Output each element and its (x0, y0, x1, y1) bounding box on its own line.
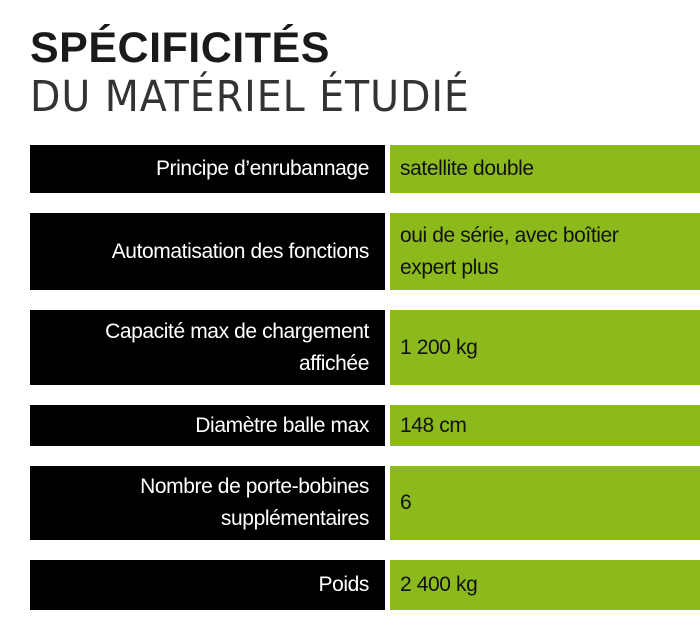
value-text: expert plus (400, 255, 499, 279)
label-text: Automatisation des fonctions (111, 239, 370, 263)
label-text: Capacité max de chargement (105, 319, 369, 343)
value-cell: satellite double (390, 145, 700, 193)
label-text: Nombre de porte-bobines (140, 475, 369, 498)
value-cell: 148 cm (390, 405, 700, 446)
value-cell: 1 200 kg (390, 310, 700, 385)
label-cell: Nombre de porte-bobines supplémentaires (30, 466, 385, 540)
value-text: 2 400 kg (400, 573, 478, 596)
value-text: oui de série, avec boîtier (400, 223, 619, 247)
label-text: Principe d’enrubannage (155, 157, 369, 180)
subtitle: DU MATÉRIEL ÉTUDIÉ (30, 72, 470, 122)
value-text: 148 cm (400, 413, 467, 437)
label-cell: Principe d’enrubannage (30, 145, 385, 193)
label-cell: Poids (30, 560, 385, 610)
value-text: satellite double (400, 157, 534, 180)
label-cell: Automatisation des fonctions (30, 213, 385, 290)
value-cell: 6 (390, 466, 700, 540)
value-cell: 2 400 kg (390, 560, 700, 610)
label-cell: Capacité max de chargement affichée (30, 310, 385, 385)
table-row: Automatisation des fonctions oui de série… (30, 213, 700, 290)
label-text: Poids (318, 573, 369, 596)
table-row: Capacité max de chargement affichée 1 200 … (30, 310, 700, 385)
table-row: Diamètre balle max 148 cm (30, 405, 700, 446)
label-text: supplémentaires (220, 507, 369, 530)
label-text: Diamètre balle max (195, 413, 369, 437)
value-cell: oui de série, avec boîtier expert plus (390, 213, 700, 290)
value-text: 6 (400, 491, 412, 514)
table-row: Poids 2 400 kg (30, 560, 700, 610)
label-text: affichée (299, 351, 369, 375)
table-row: Principe d’enrubannage satellite double (30, 145, 700, 193)
label-cell: Diamètre balle max (30, 405, 385, 446)
table-row: Nombre de porte-bobines supplémentaires 6 (30, 466, 700, 540)
value-text: 1 200 kg (400, 335, 478, 359)
title: SPÉCIFICITÉS (30, 24, 330, 72)
